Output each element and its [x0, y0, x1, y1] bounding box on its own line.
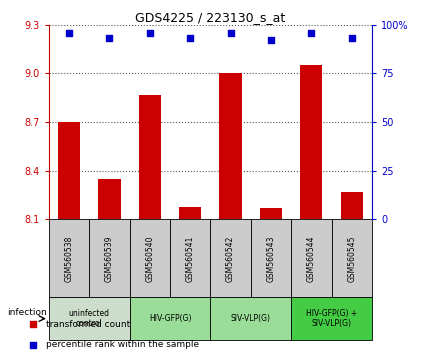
Text: GSM560543: GSM560543	[266, 235, 275, 282]
Bar	[219, 74, 242, 219]
Text: infection: infection	[7, 308, 47, 317]
Text: HIV-GFP(G) +
SIV-VLP(G): HIV-GFP(G) + SIV-VLP(G)	[306, 309, 357, 328]
Point	[348, 36, 355, 41]
Bar	[340, 192, 363, 219]
Text: GSM560542: GSM560542	[226, 235, 235, 282]
Bar	[58, 122, 80, 219]
Text: GSM560540: GSM560540	[145, 235, 154, 282]
Bar	[98, 179, 121, 219]
Bar	[130, 297, 210, 340]
Text: GSM560545: GSM560545	[347, 235, 356, 282]
Point	[187, 36, 193, 41]
Bar	[260, 208, 282, 219]
Bar	[49, 297, 130, 340]
Text: SIV-VLP(G): SIV-VLP(G)	[231, 314, 271, 323]
Point	[65, 30, 72, 35]
Bar	[139, 95, 161, 219]
Bar	[49, 219, 89, 297]
Point	[227, 30, 234, 35]
Text: percentile rank within the sample: percentile rank within the sample	[46, 340, 199, 349]
Title: GDS4225 / 223130_s_at: GDS4225 / 223130_s_at	[135, 11, 286, 24]
Bar	[179, 206, 201, 219]
Bar	[89, 219, 130, 297]
Point	[308, 30, 314, 35]
Bar	[291, 297, 372, 340]
Bar	[251, 219, 291, 297]
Point	[30, 342, 37, 348]
Bar	[291, 219, 332, 297]
Text: GSM560544: GSM560544	[307, 235, 316, 282]
Bar	[210, 219, 251, 297]
Text: GSM560541: GSM560541	[186, 235, 195, 282]
Bar	[332, 219, 372, 297]
Bar	[170, 219, 210, 297]
Point	[30, 321, 37, 327]
Text: transformed count: transformed count	[46, 320, 130, 329]
Bar	[210, 297, 291, 340]
Point	[146, 30, 153, 35]
Point	[106, 36, 113, 41]
Text: HIV-GFP(G): HIV-GFP(G)	[149, 314, 191, 323]
Point	[267, 38, 274, 43]
Bar	[300, 65, 323, 219]
Text: GSM560539: GSM560539	[105, 235, 114, 282]
Bar	[130, 219, 170, 297]
Text: GSM560538: GSM560538	[65, 235, 74, 282]
Text: uninfected
control: uninfected control	[69, 309, 110, 328]
